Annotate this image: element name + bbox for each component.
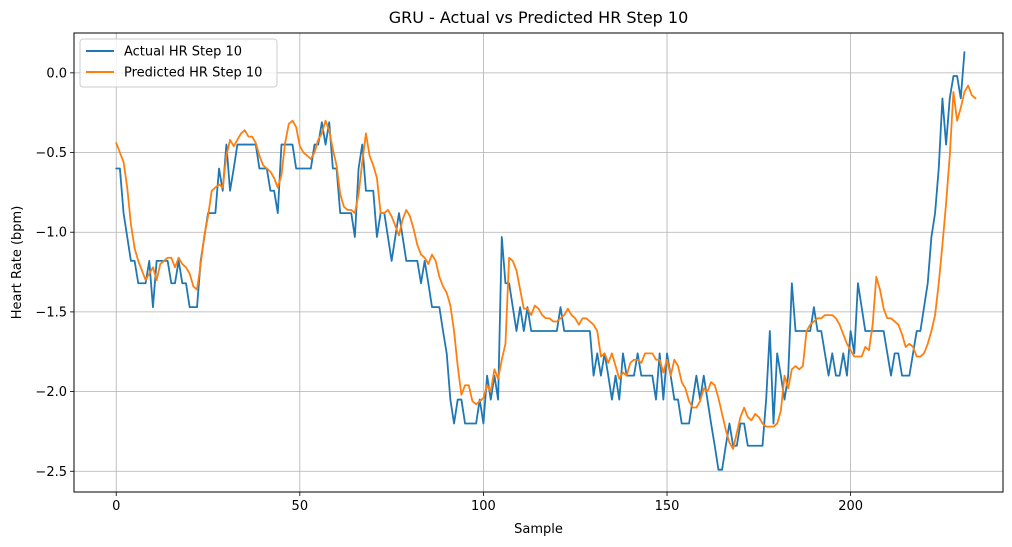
legend-label-predicted: Predicted HR Step 10 [124, 66, 262, 81]
x-tick-label: 100 [471, 499, 496, 514]
chart-title: GRU - Actual vs Predicted HR Step 10 [389, 8, 689, 27]
x-axis-label: Sample [514, 522, 563, 537]
legend-label-actual: Actual HR Step 10 [124, 45, 242, 60]
series-line-predicted [115, 84, 977, 450]
y-tick-label: −1.0 [35, 226, 67, 241]
y-tick-label: 0.0 [46, 66, 67, 81]
x-tick-label: 150 [655, 499, 680, 514]
y-axis-label: Heart Rate (bpm) [10, 206, 25, 320]
x-tick-label: 0 [112, 499, 120, 514]
series-line-actual [115, 51, 966, 471]
legend: Actual HR Step 10 Predicted HR Step 10 [79, 38, 278, 88]
x-tick-label: 200 [838, 499, 863, 514]
x-tick-label: 50 [292, 499, 309, 514]
y-tick-label: −2.5 [35, 465, 67, 480]
plot-frame [73, 32, 1004, 493]
legend-box [79, 38, 278, 88]
series-lines [115, 51, 977, 471]
grid [74, 33, 1003, 492]
y-tick-label: −1.5 [35, 305, 67, 320]
y-tick-label: −2.0 [35, 385, 67, 400]
ticks: 0 50 100 150 200 −2.5 −2.0 −1.5 −1.0 −0.5 0.0 [35, 66, 863, 514]
y-tick-label: −0.5 [35, 146, 67, 161]
